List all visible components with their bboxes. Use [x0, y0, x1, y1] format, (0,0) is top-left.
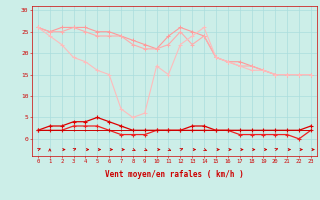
X-axis label: Vent moyen/en rafales ( km/h ): Vent moyen/en rafales ( km/h )	[105, 170, 244, 179]
